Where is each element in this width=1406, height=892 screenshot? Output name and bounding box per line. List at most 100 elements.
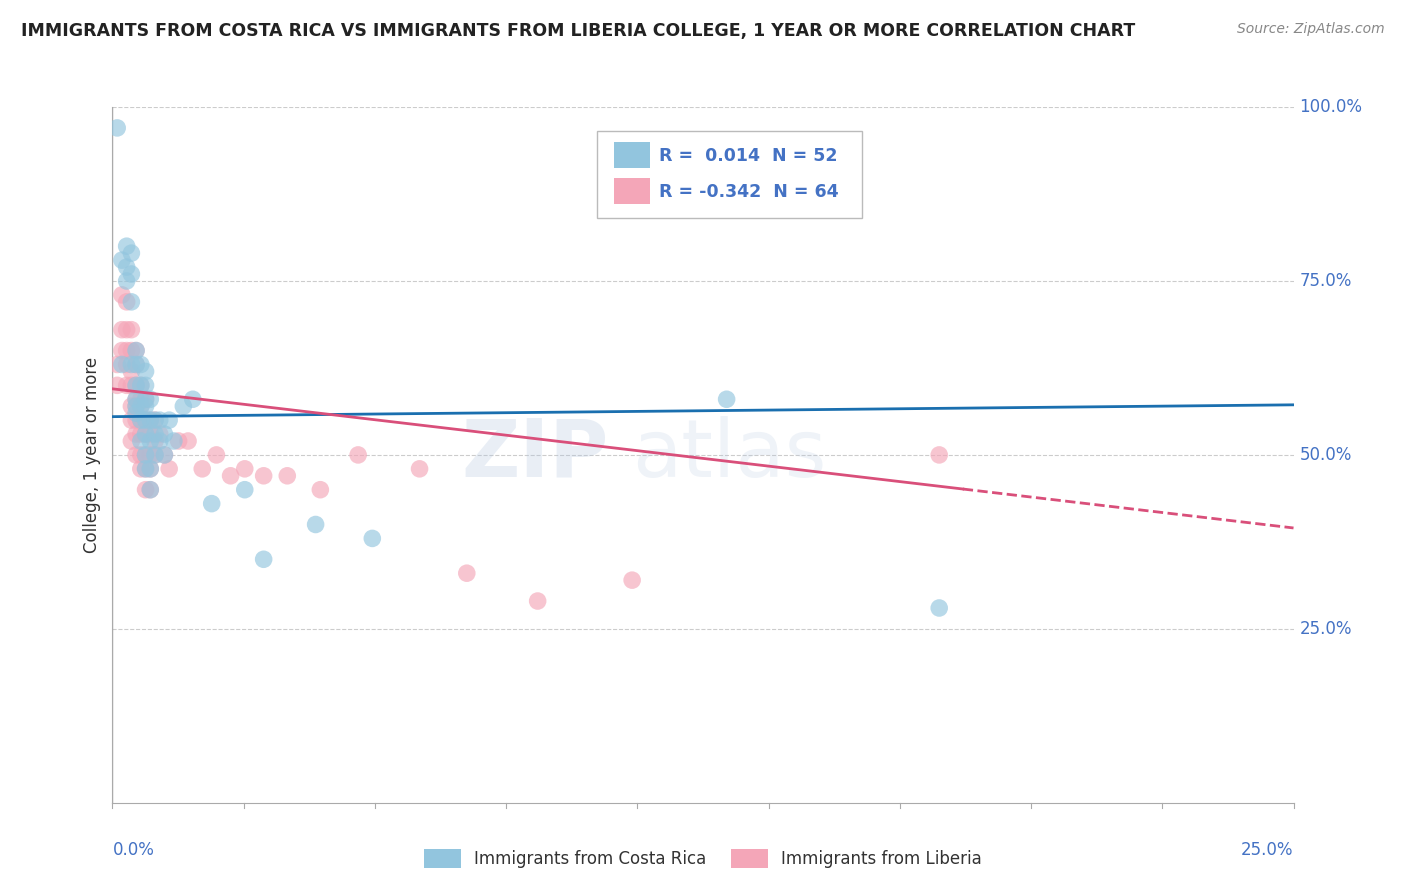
Point — [139, 483, 162, 497]
Point — [157, 462, 180, 476]
Point — [125, 343, 148, 358]
Point — [135, 413, 157, 427]
Point — [129, 413, 152, 427]
Point — [139, 483, 162, 497]
Point — [105, 378, 128, 392]
Point — [928, 448, 950, 462]
Y-axis label: College, 1 year or more: College, 1 year or more — [83, 357, 101, 553]
Point — [115, 378, 138, 392]
Point — [125, 378, 148, 392]
Point — [149, 413, 172, 427]
Point — [177, 434, 200, 448]
Bar — [614, 142, 650, 169]
Point — [135, 427, 157, 442]
Point — [115, 323, 138, 337]
Point — [111, 253, 134, 268]
Point — [233, 462, 256, 476]
Point — [139, 434, 162, 448]
Point — [172, 399, 194, 413]
Text: IMMIGRANTS FROM COSTA RICA VS IMMIGRANTS FROM LIBERIA COLLEGE, 1 YEAR OR MORE CO: IMMIGRANTS FROM COSTA RICA VS IMMIGRANTS… — [21, 22, 1135, 40]
Point — [135, 462, 157, 476]
Point — [139, 392, 162, 407]
Point — [129, 392, 152, 407]
Point — [129, 462, 152, 476]
Point — [125, 343, 148, 358]
Point — [125, 448, 148, 462]
Text: R =  0.014  N = 52: R = 0.014 N = 52 — [659, 147, 838, 165]
Point — [115, 294, 138, 309]
Point — [139, 413, 162, 427]
Point — [201, 497, 224, 511]
Point — [120, 378, 142, 392]
Point — [120, 358, 142, 372]
Point — [125, 378, 148, 392]
Point — [135, 364, 157, 378]
Point — [716, 392, 738, 407]
Text: R = -0.342  N = 64: R = -0.342 N = 64 — [659, 183, 839, 201]
Point — [253, 552, 276, 566]
Point — [129, 378, 152, 392]
Point — [143, 448, 166, 462]
Text: atlas: atlas — [633, 416, 827, 494]
Point — [153, 448, 176, 462]
Point — [928, 601, 950, 615]
Point — [129, 413, 152, 427]
Point — [120, 364, 142, 378]
Point — [120, 267, 142, 281]
Point — [347, 448, 370, 462]
Point — [157, 413, 180, 427]
Point — [129, 358, 152, 372]
Point — [456, 566, 478, 581]
Point — [153, 448, 176, 462]
Point — [149, 427, 172, 442]
Point — [125, 413, 148, 427]
Point — [139, 427, 162, 442]
Point — [125, 427, 148, 442]
Point — [143, 413, 166, 427]
Point — [115, 343, 138, 358]
Point — [129, 399, 152, 413]
Point — [120, 399, 142, 413]
Point — [143, 427, 166, 442]
Point — [125, 358, 148, 372]
Point — [304, 517, 326, 532]
Text: 75.0%: 75.0% — [1299, 272, 1351, 290]
Point — [120, 294, 142, 309]
Point — [111, 343, 134, 358]
Point — [105, 358, 128, 372]
Text: 0.0%: 0.0% — [112, 841, 155, 859]
Text: 100.0%: 100.0% — [1299, 98, 1362, 116]
Point — [276, 468, 298, 483]
Point — [125, 358, 148, 372]
Point — [135, 392, 157, 407]
Point — [135, 378, 157, 392]
Point — [167, 434, 190, 448]
Point — [115, 260, 138, 274]
Point — [143, 434, 166, 448]
Point — [125, 392, 148, 407]
Point — [149, 434, 172, 448]
Point — [129, 448, 152, 462]
Point — [115, 358, 138, 372]
Point — [309, 483, 332, 497]
Point — [135, 392, 157, 407]
Point — [111, 358, 134, 372]
FancyBboxPatch shape — [596, 131, 862, 219]
Point — [139, 462, 162, 476]
Point — [233, 483, 256, 497]
Text: 25.0%: 25.0% — [1241, 841, 1294, 859]
Point — [139, 413, 162, 427]
Point — [135, 483, 157, 497]
Point — [219, 468, 242, 483]
Point — [181, 392, 204, 407]
Point — [135, 413, 157, 427]
Point — [120, 434, 142, 448]
Point — [139, 448, 162, 462]
Point — [135, 399, 157, 413]
Point — [120, 343, 142, 358]
Point — [129, 378, 152, 392]
Point — [135, 427, 157, 442]
Text: 25.0%: 25.0% — [1299, 620, 1353, 638]
Point — [526, 594, 548, 608]
Point — [111, 288, 134, 302]
